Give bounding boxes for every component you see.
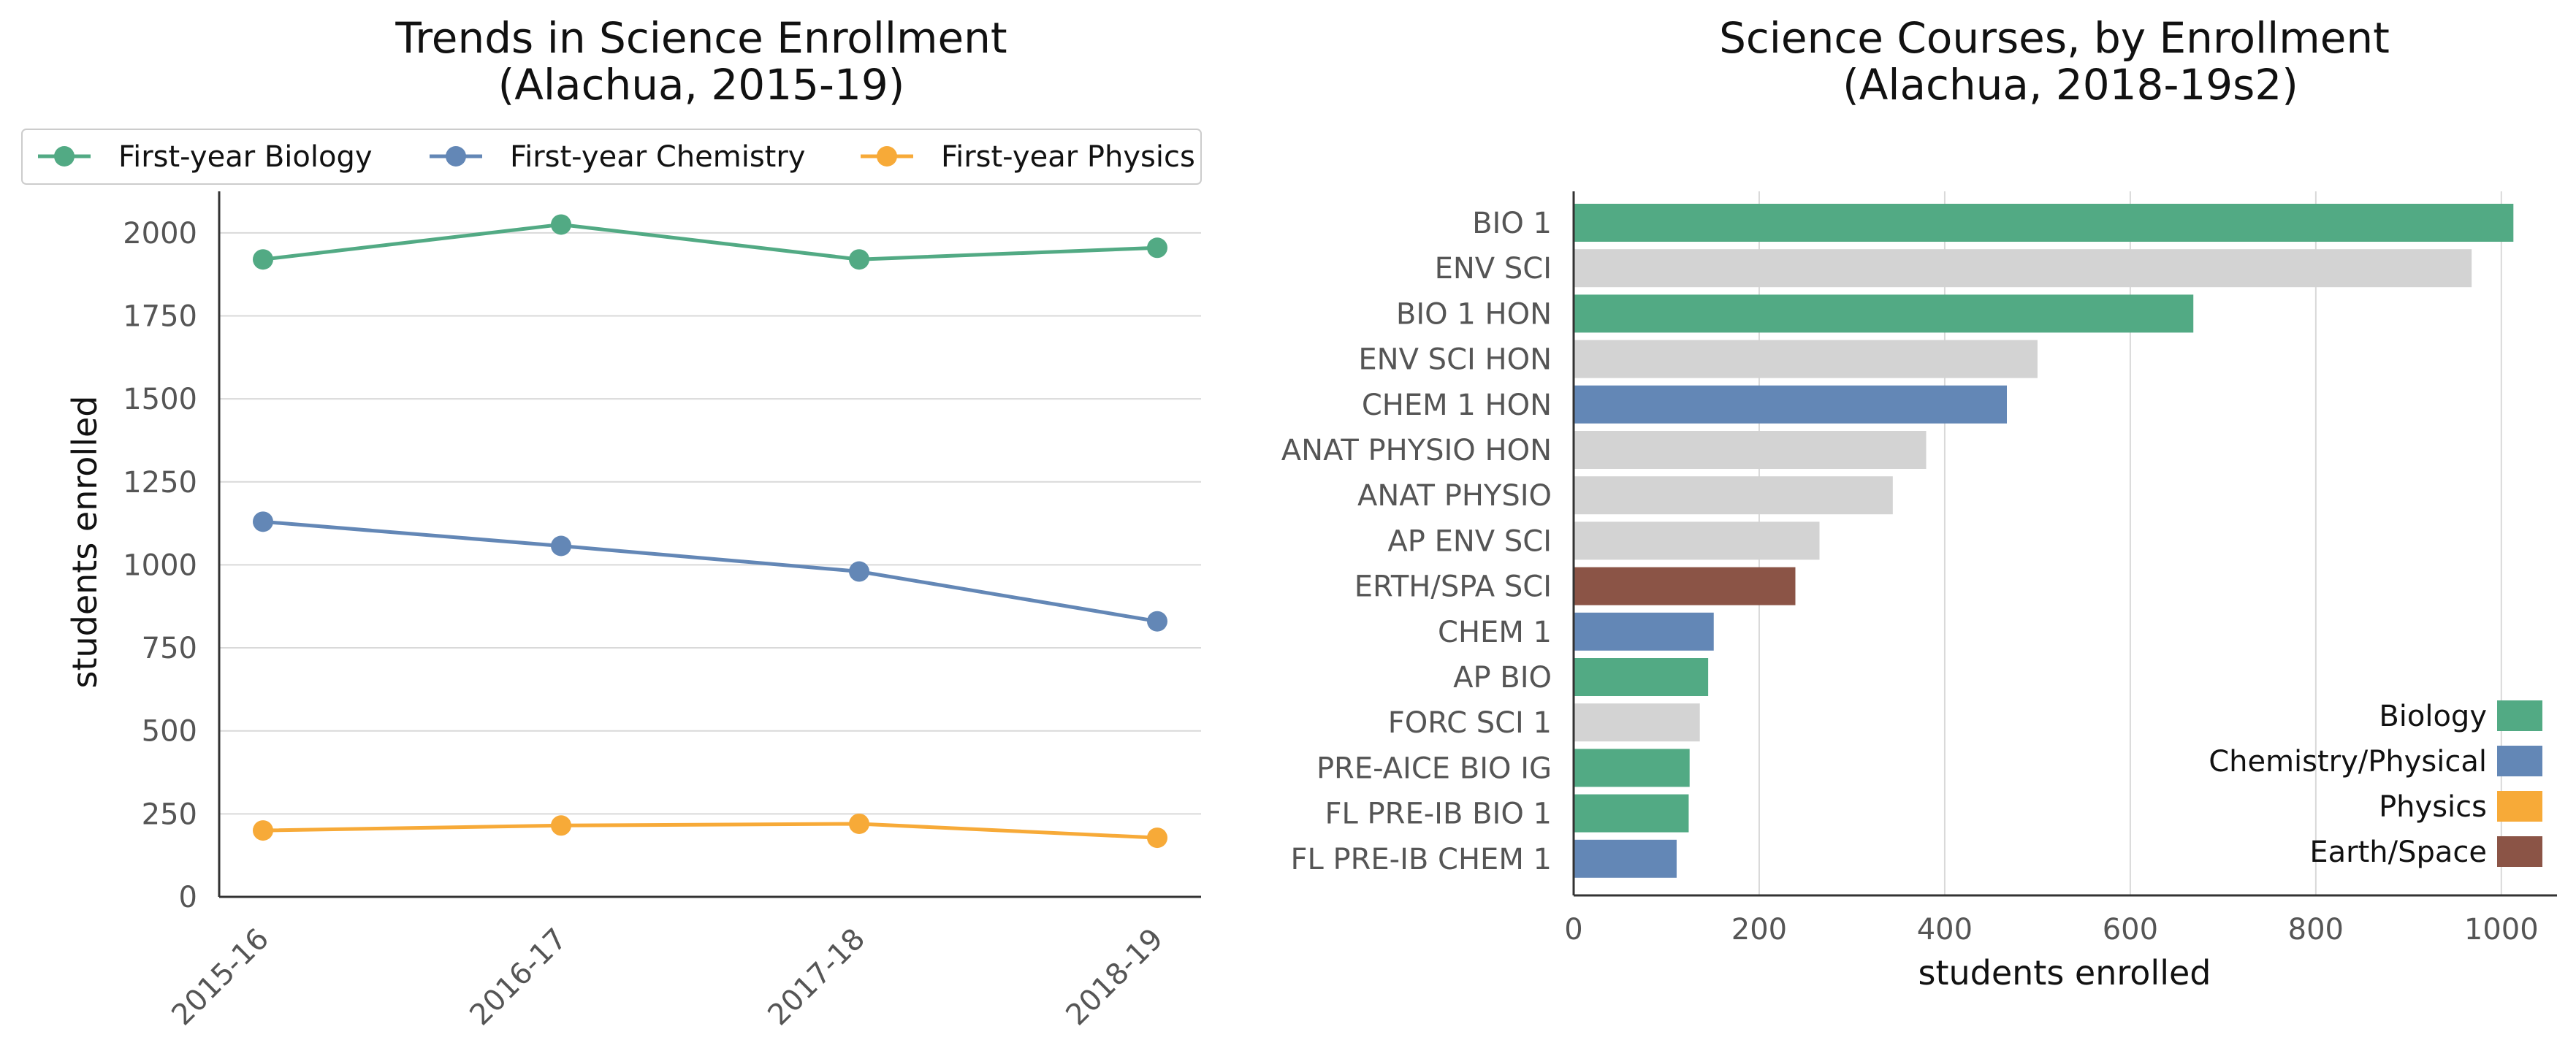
y-tick-label: 1250 (123, 466, 197, 500)
bar-chart-title: Science Courses, by Enrollment (1719, 13, 2390, 63)
bar-chart-subtitle: (Alachua, 2018-19s2) (1843, 60, 2298, 110)
bar-chart-xlabel: students enrolled (1918, 953, 2211, 993)
bar (1574, 703, 1700, 742)
x-tick-label: 2015-16 (165, 922, 275, 1033)
category-label: FL PRE-IB BIO 1 (1325, 798, 1552, 831)
x-tick-label: 2016-17 (463, 922, 573, 1033)
legend-label: Biology (2379, 700, 2487, 733)
data-point (1147, 827, 1167, 849)
y-tick-label: 500 (142, 715, 197, 749)
data-point (551, 815, 571, 836)
line-chart-title: Trends in Science Enrollment (395, 13, 1007, 63)
category-label: FORC SCI 1 (1388, 706, 1552, 740)
y-tick-label: 750 (142, 632, 197, 665)
bar (1574, 249, 2472, 288)
legend-marker (877, 146, 897, 167)
category-label: CHEM 1 HON (1362, 389, 1552, 422)
series-line (262, 222, 1158, 261)
legend-label: Earth/Space (2309, 836, 2487, 869)
category-label: PRE-AICE BIO IG (1316, 752, 1552, 785)
x-tick-label: 200 (1731, 913, 1787, 947)
category-label: ANAT PHYSIO (1357, 479, 1552, 513)
data-point (551, 214, 571, 235)
bar-chart: Science Courses, by Enrollment (Alachua,… (1281, 13, 2557, 993)
category-label: ERTH/SPA SCI (1354, 570, 1552, 604)
category-label: AP BIO (1453, 661, 1552, 695)
legend-frame (21, 129, 1202, 185)
bar (1574, 385, 2008, 424)
data-point (253, 511, 273, 532)
legend-swatch (2497, 791, 2542, 822)
y-tick-label: 1500 (123, 383, 197, 416)
legend-marker (54, 146, 75, 167)
bar (1574, 749, 1690, 787)
data-point (849, 561, 869, 582)
x-tick-label: 600 (2103, 913, 2158, 947)
bar (1574, 431, 1927, 469)
legend-marker (446, 146, 466, 167)
data-point (253, 249, 273, 270)
legend-swatch (2497, 700, 2542, 731)
line-chart-subtitle: (Alachua, 2015-19) (498, 60, 905, 110)
line-chart: Trends in Science Enrollment (Alachua, 2… (21, 13, 1202, 1033)
legend-label: Physics (2379, 790, 2487, 824)
y-tick-label: 2000 (123, 217, 197, 251)
data-point (849, 813, 869, 834)
category-label: ANAT PHYSIO HON (1281, 434, 1552, 467)
line-chart-legend: First-year Biology First-year Chemistry Fi… (21, 129, 1202, 185)
legend-swatch (2497, 746, 2542, 776)
x-tick-label: 800 (2288, 913, 2344, 947)
y-tick-label: 1750 (123, 299, 197, 333)
bar (1574, 294, 2194, 333)
category-label: BIO 1 HON (1396, 297, 1552, 331)
category-label: BIO 1 (1472, 207, 1552, 240)
y-tick-label: 1000 (123, 548, 197, 582)
category-label: ENV SCI (1435, 252, 1552, 286)
bar (1574, 794, 1689, 833)
bar (1574, 204, 2514, 242)
x-tick-label: 2018-19 (1059, 922, 1170, 1033)
data-point (849, 249, 869, 270)
x-tick-label: 1000 (2464, 913, 2539, 947)
bar (1574, 612, 1714, 651)
data-point (253, 820, 273, 841)
legend-label: First-year Chemistry (510, 140, 805, 174)
series-line (262, 822, 1158, 840)
x-tick-label: 2017-18 (761, 922, 872, 1033)
x-tick-label: 0 (1564, 913, 1582, 947)
bar (1574, 839, 1677, 878)
category-label: FL PRE-IB CHEM 1 (1290, 843, 1552, 876)
line-chart-ylabel: students enrolled (65, 396, 104, 689)
bar (1574, 658, 1709, 696)
data-point (551, 535, 571, 557)
x-tick-label: 400 (1917, 913, 1973, 947)
bar (1574, 476, 1893, 515)
data-point (1147, 237, 1167, 259)
legend-label: Chemistry/Physical (2209, 745, 2487, 779)
legend-label: First-year Physics (941, 140, 1195, 174)
legend-swatch (2497, 836, 2542, 867)
data-point (1147, 611, 1167, 632)
y-tick-label: 0 (179, 881, 197, 914)
category-label: ENV SCI HON (1358, 343, 1552, 377)
category-label: AP ENV SCI (1387, 524, 1552, 558)
y-tick-label: 250 (142, 798, 197, 831)
series-line (262, 519, 1158, 624)
category-label: CHEM 1 (1438, 616, 1552, 649)
legend-label: First-year Biology (118, 140, 373, 174)
bar (1574, 521, 1820, 560)
bar (1574, 567, 1796, 605)
bar (1574, 340, 2038, 378)
